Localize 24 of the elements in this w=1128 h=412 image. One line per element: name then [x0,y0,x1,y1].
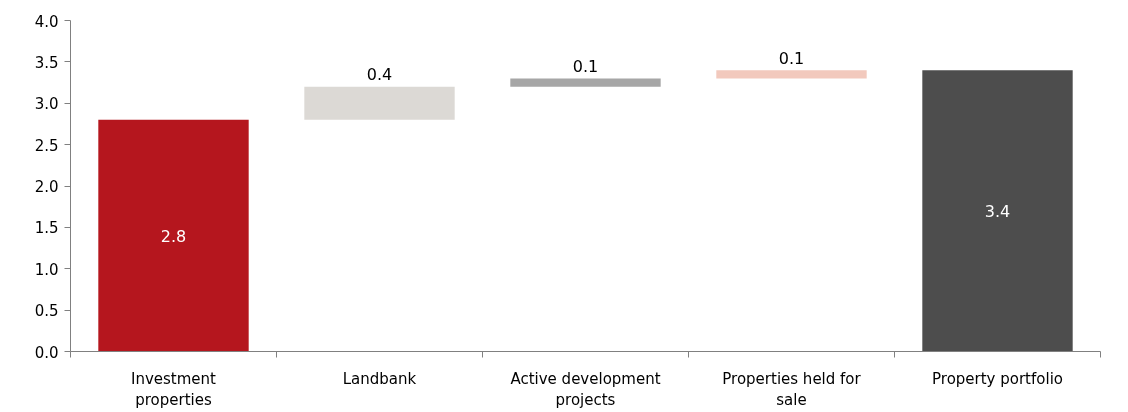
bar [98,119,249,352]
bar [304,86,455,120]
data-label: 0.1 [572,56,599,76]
y-tick-label: 2.5 [34,136,59,155]
y-tick-label: 2.0 [34,178,59,196]
bar [716,70,867,79]
y-tick-label: 3.0 [34,95,59,114]
bar [922,70,1073,352]
x-tick-label: Property portfolio [932,369,1063,388]
y-tick-label: 0.0 [34,343,59,362]
y-tick-label: 1.0 [34,260,59,279]
y-tick-label: 4.0 [34,12,59,31]
x-tick-label: Landbank [342,369,417,388]
data-label: 0.4 [366,65,393,85]
data-label: 3.4 [984,201,1011,221]
y-tick-label: 0.5 [34,302,59,321]
x-tick-label: Investment properties [131,369,217,410]
x-tick-label: Active development projects [510,369,661,410]
y-tick-label: 3.5 [34,53,59,72]
data-label: 0.1 [778,48,805,68]
data-label: 2.8 [160,226,187,246]
bar [510,78,661,87]
x-tick-label: Properties held for sale [722,369,862,410]
y-tick-label: 1.5 [34,219,59,238]
